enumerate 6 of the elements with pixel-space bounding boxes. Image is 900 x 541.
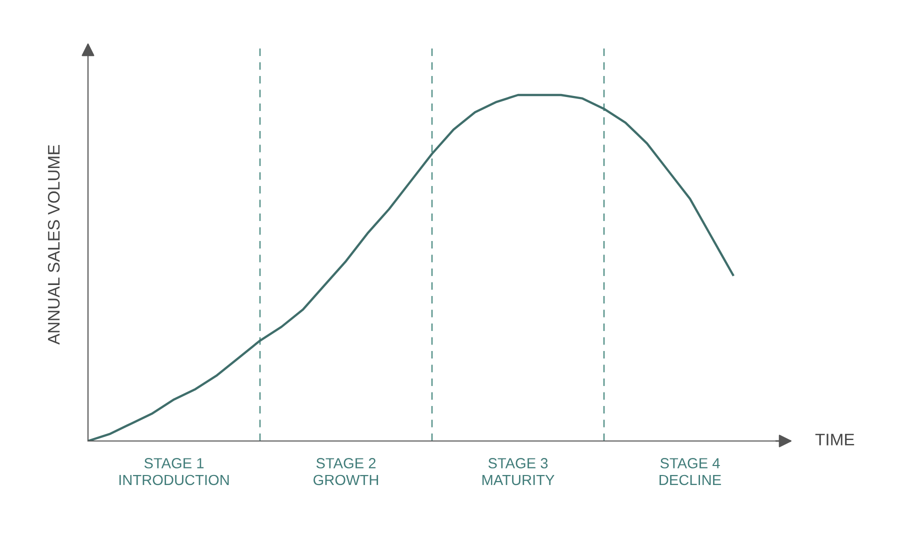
text: STAGE 2 GROWTH [314,458,378,486]
y-axis-title: ANNUAL SALES VOLUME [48,145,60,345]
text: STAGE 1 INTRODUCTION [119,458,229,486]
text: STAGE 4 DECLINE [660,458,721,486]
text: STAGE 3 MATURITY [482,458,554,486]
x-axis-title: TIME [815,434,854,446]
